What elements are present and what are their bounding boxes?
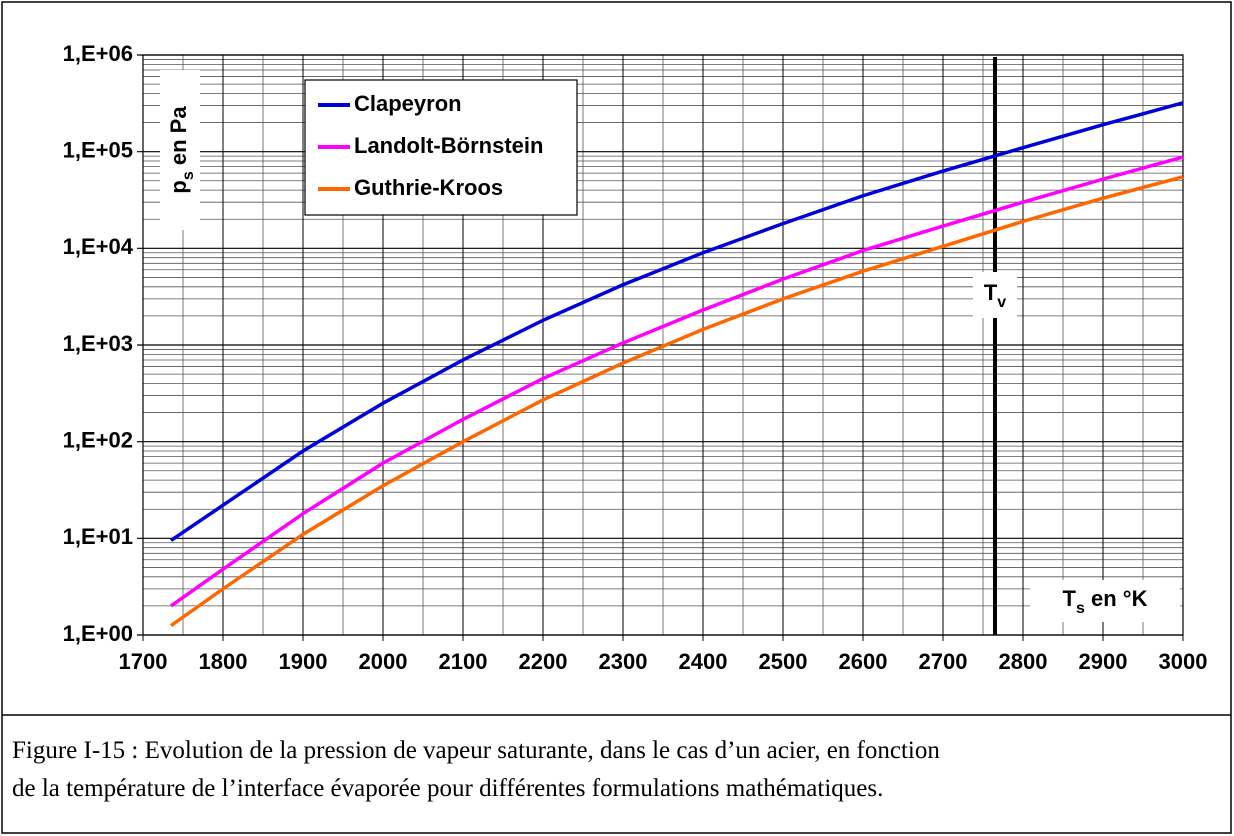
caption: Figure I-15 : Evolution de la pression d… bbox=[12, 737, 940, 764]
x-tick-label: 2200 bbox=[519, 649, 568, 674]
series-line bbox=[169, 175, 1184, 628]
y-tick-label: 1,E+03 bbox=[63, 331, 133, 356]
x-tick-label: 1900 bbox=[279, 649, 328, 674]
label-part: p bbox=[166, 180, 191, 193]
y-tick-label: 1,E+06 bbox=[63, 41, 133, 66]
plot-border bbox=[142, 54, 1184, 636]
y-tick-label: 1,E+01 bbox=[63, 524, 133, 549]
legend-label: Clapeyron bbox=[354, 91, 462, 116]
x-tick-label: 2400 bbox=[679, 649, 728, 674]
x-tick-label: 2500 bbox=[759, 649, 808, 674]
x-tick-label: 2300 bbox=[599, 649, 648, 674]
label-part: T bbox=[1063, 586, 1077, 611]
x-tick-label: 2900 bbox=[1079, 649, 1128, 674]
x-tick-label: 1700 bbox=[119, 649, 168, 674]
y-tick-label: 1,E+04 bbox=[63, 234, 134, 259]
x-tick-label: 1800 bbox=[199, 649, 248, 674]
legend-label: Guthrie-Kroos bbox=[354, 175, 503, 200]
caption: de la température de l’interface évaporé… bbox=[12, 775, 883, 802]
y-tick-label: 1,E+00 bbox=[63, 621, 133, 646]
x-tick-label: 2100 bbox=[439, 649, 488, 674]
x-tick-label: 3000 bbox=[1159, 649, 1208, 674]
plot: 1700 1800 1900 2000 2100 2200 2300 2400 2500 2600… bbox=[63, 41, 1208, 674]
axis-label: ps en Pa bbox=[166, 106, 197, 194]
x-tick-label: 2800 bbox=[999, 649, 1048, 674]
label-bg bbox=[160, 70, 200, 230]
label-part: s bbox=[180, 171, 197, 180]
label-part: T bbox=[984, 280, 998, 305]
x-tick-label: 2000 bbox=[359, 649, 408, 674]
series-line bbox=[169, 155, 1184, 608]
x-tick-label: 2700 bbox=[919, 649, 968, 674]
y-tick-label: 1,E+05 bbox=[63, 137, 133, 162]
legend-label: Landolt-Börnstein bbox=[354, 133, 543, 158]
label-part: s bbox=[1076, 600, 1085, 617]
axis-label: Ts en °K bbox=[1063, 586, 1148, 617]
label-part: en Pa bbox=[166, 106, 191, 172]
series-line bbox=[170, 101, 1184, 542]
axis-label: Tv bbox=[984, 280, 1006, 311]
legend-box bbox=[304, 79, 578, 216]
label-part: v bbox=[997, 294, 1006, 311]
label-bg bbox=[1030, 580, 1180, 622]
x-tick-label: 2600 bbox=[839, 649, 888, 674]
y-tick-label: 1,E+02 bbox=[63, 427, 133, 452]
label-bg bbox=[973, 272, 1017, 318]
label-part: en °K bbox=[1085, 586, 1148, 611]
